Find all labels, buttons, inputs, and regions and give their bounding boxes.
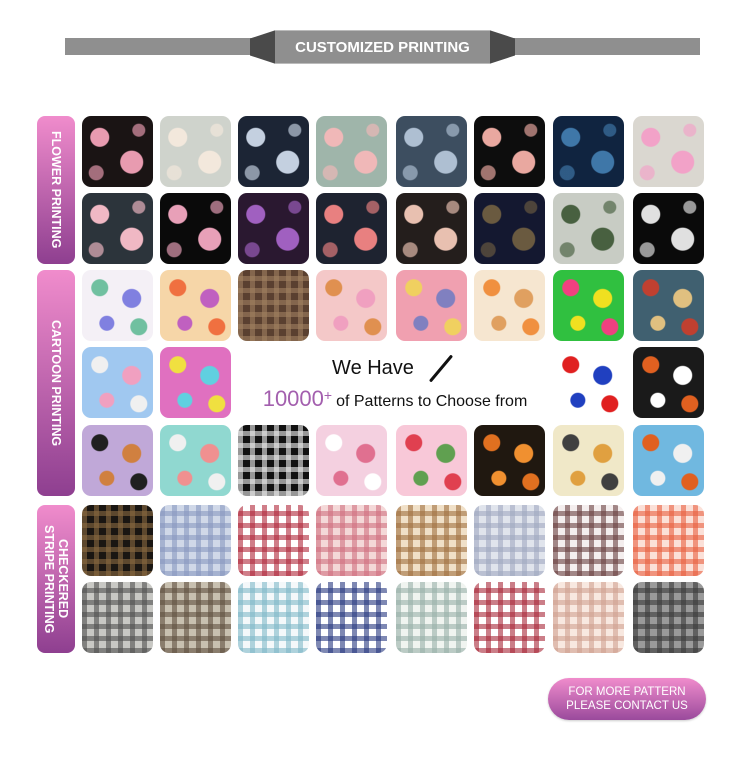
pattern-swatch-cartoon [553,270,624,341]
pattern-swatch-floral [316,193,387,264]
pattern-swatch-cartoon [160,347,231,418]
pattern-swatch-plaid [82,505,153,576]
cta-line-2: PLEASE CONTACT US [566,700,688,712]
section-label-text: FLOWER PRINTING [49,131,63,249]
pattern-swatch-cartoon [633,270,704,341]
pattern-swatch-cartoon [553,347,624,418]
pattern-swatch-plaid [82,582,153,653]
pattern-count: 10000 [262,386,324,411]
pattern-swatch-plaid [238,505,309,576]
section-label-flower: FLOWER PRINTING [37,116,75,264]
section-label-text: CHECKERED STRIPE PRINTING [42,524,70,634]
pattern-swatch-plaid [553,505,624,576]
pattern-swatch-cartoon [82,347,153,418]
pattern-swatch-floral [396,193,467,264]
pattern-swatch-plaid [238,582,309,653]
pattern-swatch-cartoon [82,270,153,341]
pattern-swatch-floral [396,116,467,187]
pattern-swatch-cartoon [316,270,387,341]
pattern-swatch-plaid [160,505,231,576]
pattern-swatch-cartoon [396,425,467,496]
header-wedge-left [250,30,276,64]
pattern-swatch-floral [316,116,387,187]
pattern-swatch-plaid [238,425,309,496]
pattern-count-callout: We Have 10000+ of Patterns to Choose from [240,345,550,420]
section-label-cartoon: CARTOON PRINTING [37,270,75,496]
page-title: CUSTOMIZED PRINTING [275,30,490,64]
pattern-swatch-floral [633,116,704,187]
pattern-swatch-plaid [474,582,545,653]
pattern-swatch-cartoon [316,425,387,496]
pattern-swatch-cartoon [553,425,624,496]
pattern-swatch-floral [553,193,624,264]
pattern-swatch-cartoon [396,270,467,341]
section-label-text: CARTOON PRINTING [49,319,63,447]
pattern-swatch-plaid [633,505,704,576]
pattern-swatch-cartoon [474,425,545,496]
pattern-swatch-floral [553,116,624,187]
pattern-swatch-cartoon [474,270,545,341]
we-have-text: We Have [332,357,414,379]
pattern-swatch-cartoon [160,270,231,341]
pattern-swatch-floral [82,116,153,187]
header-wedge-right [489,30,515,64]
pattern-swatch-plaid [474,505,545,576]
pattern-swatch-plaid [316,505,387,576]
pattern-swatch-plaid [396,582,467,653]
plus-sign: + [323,386,333,403]
patterns-text: of Patterns to Choose from [336,393,528,410]
pattern-swatch-cartoon [160,425,231,496]
pattern-swatch-floral [82,193,153,264]
pattern-swatch-plaid [633,582,704,653]
pattern-swatch-plaid [238,270,309,341]
pattern-swatch-floral [238,116,309,187]
pattern-swatch-floral [160,116,231,187]
pattern-swatch-cartoon [633,347,704,418]
section-label-checkered: CHECKERED STRIPE PRINTING [37,505,75,653]
cta-line-1: FOR MORE PATTERN [568,686,686,698]
pattern-swatch-floral [238,193,309,264]
pattern-swatch-floral [633,193,704,264]
pattern-swatch-plaid [553,582,624,653]
pattern-swatch-plaid [396,505,467,576]
pattern-swatch-floral [160,193,231,264]
pattern-swatch-cartoon [633,425,704,496]
pen-icon [428,354,454,383]
pattern-swatch-plaid [316,582,387,653]
contact-us-button[interactable]: FOR MORE PATTERN PLEASE CONTACT US [548,678,706,720]
pattern-swatch-floral [474,193,545,264]
pattern-swatch-plaid [160,582,231,653]
pattern-swatch-floral [474,116,545,187]
pattern-swatch-cartoon [82,425,153,496]
